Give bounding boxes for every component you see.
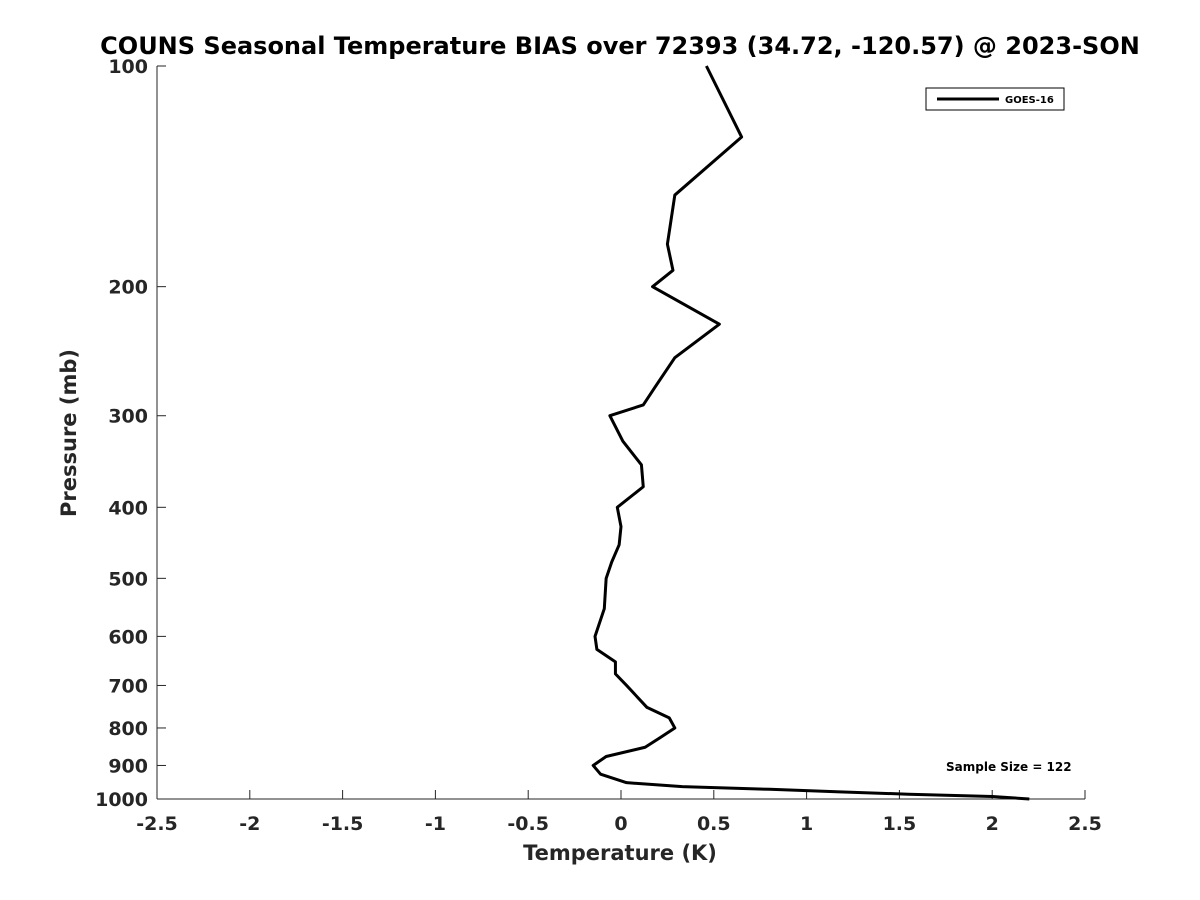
- y-tick-label: 600: [108, 626, 148, 648]
- y-tick-label: 500: [108, 568, 148, 590]
- x-tick-label: 1: [800, 813, 813, 835]
- y-tick-label: 700: [108, 675, 148, 697]
- x-tick-label: 0.5: [697, 813, 731, 835]
- x-tick-label: 1.5: [883, 813, 917, 835]
- y-tick-label: 400: [108, 497, 148, 519]
- x-tick-label: -1.5: [322, 813, 364, 835]
- y-tick-label: 1000: [95, 789, 148, 811]
- x-tick-label: -1: [425, 813, 446, 835]
- y-tick-label: 300: [108, 406, 148, 428]
- legend: GOES-16: [925, 87, 1065, 111]
- x-tick-label: -2.5: [136, 813, 178, 835]
- sample-size-annotation: Sample Size = 122: [946, 760, 1072, 774]
- x-tick-label: 2.5: [1068, 813, 1102, 835]
- y-tick-label: 200: [108, 277, 148, 299]
- series-group: [591, 65, 1030, 801]
- x-axis-ticks: -2.5 -2 -1.5 -1 -0.5 0 0.5 1 1.5 2 2.5: [136, 790, 1102, 835]
- x-tick-label: 0: [614, 813, 627, 835]
- legend-entry-goes-16: GOES-16: [1005, 95, 1054, 106]
- y-tick-label: 100: [108, 56, 148, 78]
- y-axis-label: Pressure (mb): [57, 349, 81, 517]
- y-tick-label: 900: [108, 755, 148, 777]
- chart-title: COUNS Seasonal Temperature BIAS over 723…: [100, 32, 1140, 60]
- y-axis-ticks: 100 200 300 400 500 600 700 800 900 1000: [95, 56, 166, 811]
- x-tick-label: -2: [239, 813, 260, 835]
- series-line-goes-16: [591, 65, 1030, 801]
- x-tick-label: 2: [986, 813, 999, 835]
- y-tick-label: 800: [108, 718, 148, 740]
- x-axis-label: Temperature (K): [523, 841, 717, 865]
- x-tick-label: -0.5: [507, 813, 549, 835]
